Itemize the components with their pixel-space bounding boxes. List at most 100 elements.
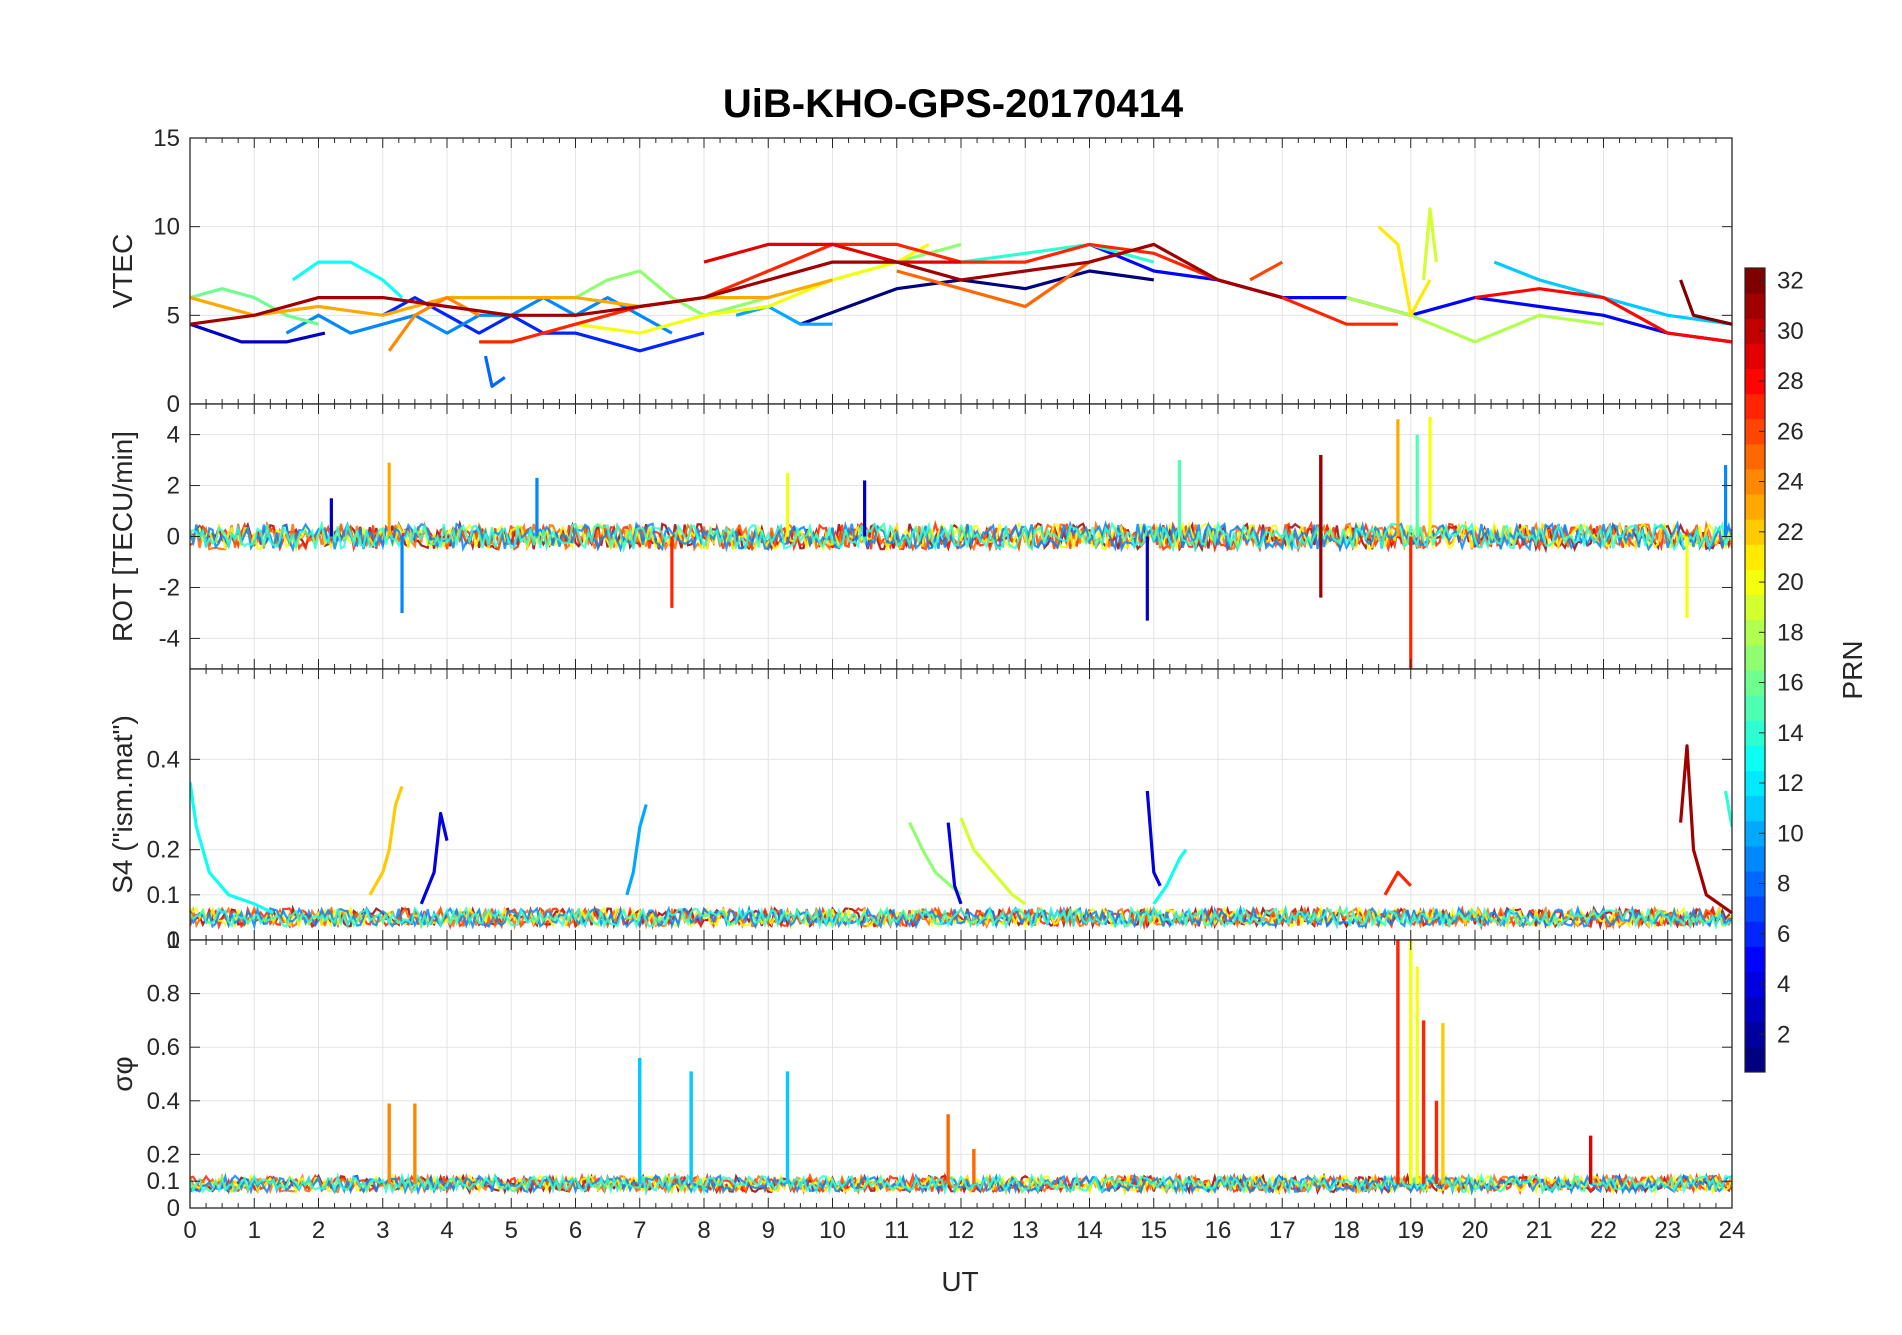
colorbar-swatch: [1745, 820, 1765, 847]
series-prn-19: [1422, 207, 1438, 281]
y-tick-label: 4: [167, 422, 180, 449]
series-prn-1: [799, 269, 1155, 326]
series-prn-3: [190, 322, 326, 344]
colorbar-tick-label: 20: [1777, 569, 1804, 596]
series-prn-32: [1679, 279, 1732, 326]
y-tick-label: 0.4: [147, 1088, 180, 1115]
series-prn-22: [368, 785, 404, 896]
y-tick-label: 0.1: [147, 882, 180, 909]
x-tick-label: 20: [1462, 1217, 1489, 1244]
series-group: [190, 416, 1732, 669]
panel-rot: -4 -2 0 2 4 ROT [TECU/min]: [107, 403, 1733, 670]
x-tick-label: 23: [1654, 1217, 1681, 1244]
y-axis-label-sigma: σφ: [107, 1056, 138, 1091]
series-prn-10: [735, 304, 833, 326]
y-tick-label: 0.4: [147, 746, 180, 773]
colorbar-frame: [1744, 267, 1766, 1073]
colorbar-swatch: [1745, 519, 1765, 545]
colorbar-swatch: [1745, 670, 1765, 696]
y-axis-label-vtec: VTEC: [107, 234, 138, 309]
colorbar-swatch: [1745, 343, 1765, 369]
y-tick-label: 0.8: [147, 981, 180, 1008]
x-tick-label: 19: [1397, 1217, 1424, 1244]
noise-trace-prn-14: [190, 1171, 1732, 1196]
series-prn-4: [946, 822, 963, 905]
y-tick-label: 10: [153, 214, 180, 241]
series-prn-24: [387, 296, 480, 352]
series-prn-31: [190, 242, 1283, 326]
y-axis-label-rot: ROT [TECU/min]: [107, 431, 138, 642]
series-prn-4: [419, 811, 449, 905]
colorbar-swatch: [1745, 443, 1765, 470]
colorbar-swatch: [1745, 619, 1765, 646]
series-prn-21: [1377, 225, 1432, 317]
series-prn-8: [483, 355, 506, 388]
colorbar-swatch: [1745, 293, 1765, 319]
colorbar-swatch: [1745, 494, 1765, 520]
colorbar-swatch: [1745, 720, 1765, 746]
colorbar-swatch: [1745, 1046, 1765, 1073]
series-prn-31: [1679, 744, 1732, 915]
colorbar-swatch: [1745, 971, 1765, 998]
colorbar-tick-label: 24: [1777, 469, 1804, 496]
colorbar-swatch: [1745, 594, 1765, 621]
series-prn-29: [703, 242, 961, 264]
y-tick-label: 0.2: [147, 837, 180, 864]
x-tick-label: 10: [819, 1217, 846, 1244]
x-tick-label: 22: [1590, 1217, 1617, 1244]
series-prn-18: [1346, 296, 1604, 344]
x-tick-label: 16: [1205, 1217, 1232, 1244]
series-prn-28: [1474, 287, 1732, 344]
x-tick-label: 12: [948, 1217, 975, 1244]
series-group: [190, 207, 1732, 388]
colorbar-tick-label: 32: [1777, 268, 1804, 295]
series-prn-23: [190, 278, 833, 317]
series-prn-4: [1145, 790, 1162, 887]
y-axis-label-s4: S4 ("ism.mat"): [107, 715, 138, 894]
panel-vtec: 0 5 10 15 VTEC: [107, 125, 1733, 418]
colorbar-tick-label: 16: [1777, 670, 1804, 697]
colorbar-tick-label: 6: [1777, 921, 1790, 948]
colorbar-label: PRN: [1837, 640, 1868, 699]
y-tick-label: 0: [167, 524, 180, 551]
y-tick-label: 0.6: [147, 1034, 180, 1061]
colorbar-swatch: [1745, 946, 1765, 972]
colorbar-tick-label: 22: [1777, 519, 1804, 546]
colorbar-swatch: [1745, 845, 1765, 872]
y-tick-label: 2: [167, 473, 180, 500]
colorbar-tick-label: 4: [1777, 971, 1790, 998]
colorbar-tick-label: 2: [1777, 1021, 1790, 1048]
colorbar-swatch: [1745, 770, 1765, 797]
colorbar-swatch: [1745, 1021, 1765, 1048]
colorbar-swatch: [1745, 921, 1765, 947]
colorbar-tick-label: 30: [1777, 318, 1804, 345]
noise-trace-prn-14: [190, 904, 1732, 931]
x-tick-label: 2: [312, 1217, 325, 1244]
colorbar-swatch: [1745, 318, 1765, 344]
colorbar-swatch: [1745, 368, 1765, 395]
x-tick-label: 17: [1269, 1217, 1296, 1244]
colorbar-tick-label: 14: [1777, 720, 1804, 747]
series-prn-13: [1152, 848, 1188, 905]
y-tick-label: 5: [167, 302, 180, 329]
x-tick-label: 1: [248, 1217, 261, 1244]
x-tick-label: 11: [884, 1217, 909, 1244]
colorbar-tick-label: 26: [1777, 418, 1804, 445]
series-prn-17: [908, 821, 963, 897]
y-tick-label: 0: [167, 391, 180, 418]
colorbar-swatch: [1745, 795, 1765, 822]
y-tick-label: 0: [167, 1195, 180, 1222]
colorbar-swatch: [1745, 695, 1765, 721]
series-prn-26: [1249, 260, 1284, 282]
y-tick-label: 15: [153, 125, 180, 152]
y-tick-label: 0.2: [147, 1141, 180, 1168]
y-tick-label: 0.1: [147, 1168, 180, 1195]
colorbar-tick-label: 12: [1777, 770, 1804, 797]
x-axis-label: UT: [941, 1266, 978, 1297]
colorbar-swatch: [1745, 393, 1765, 420]
